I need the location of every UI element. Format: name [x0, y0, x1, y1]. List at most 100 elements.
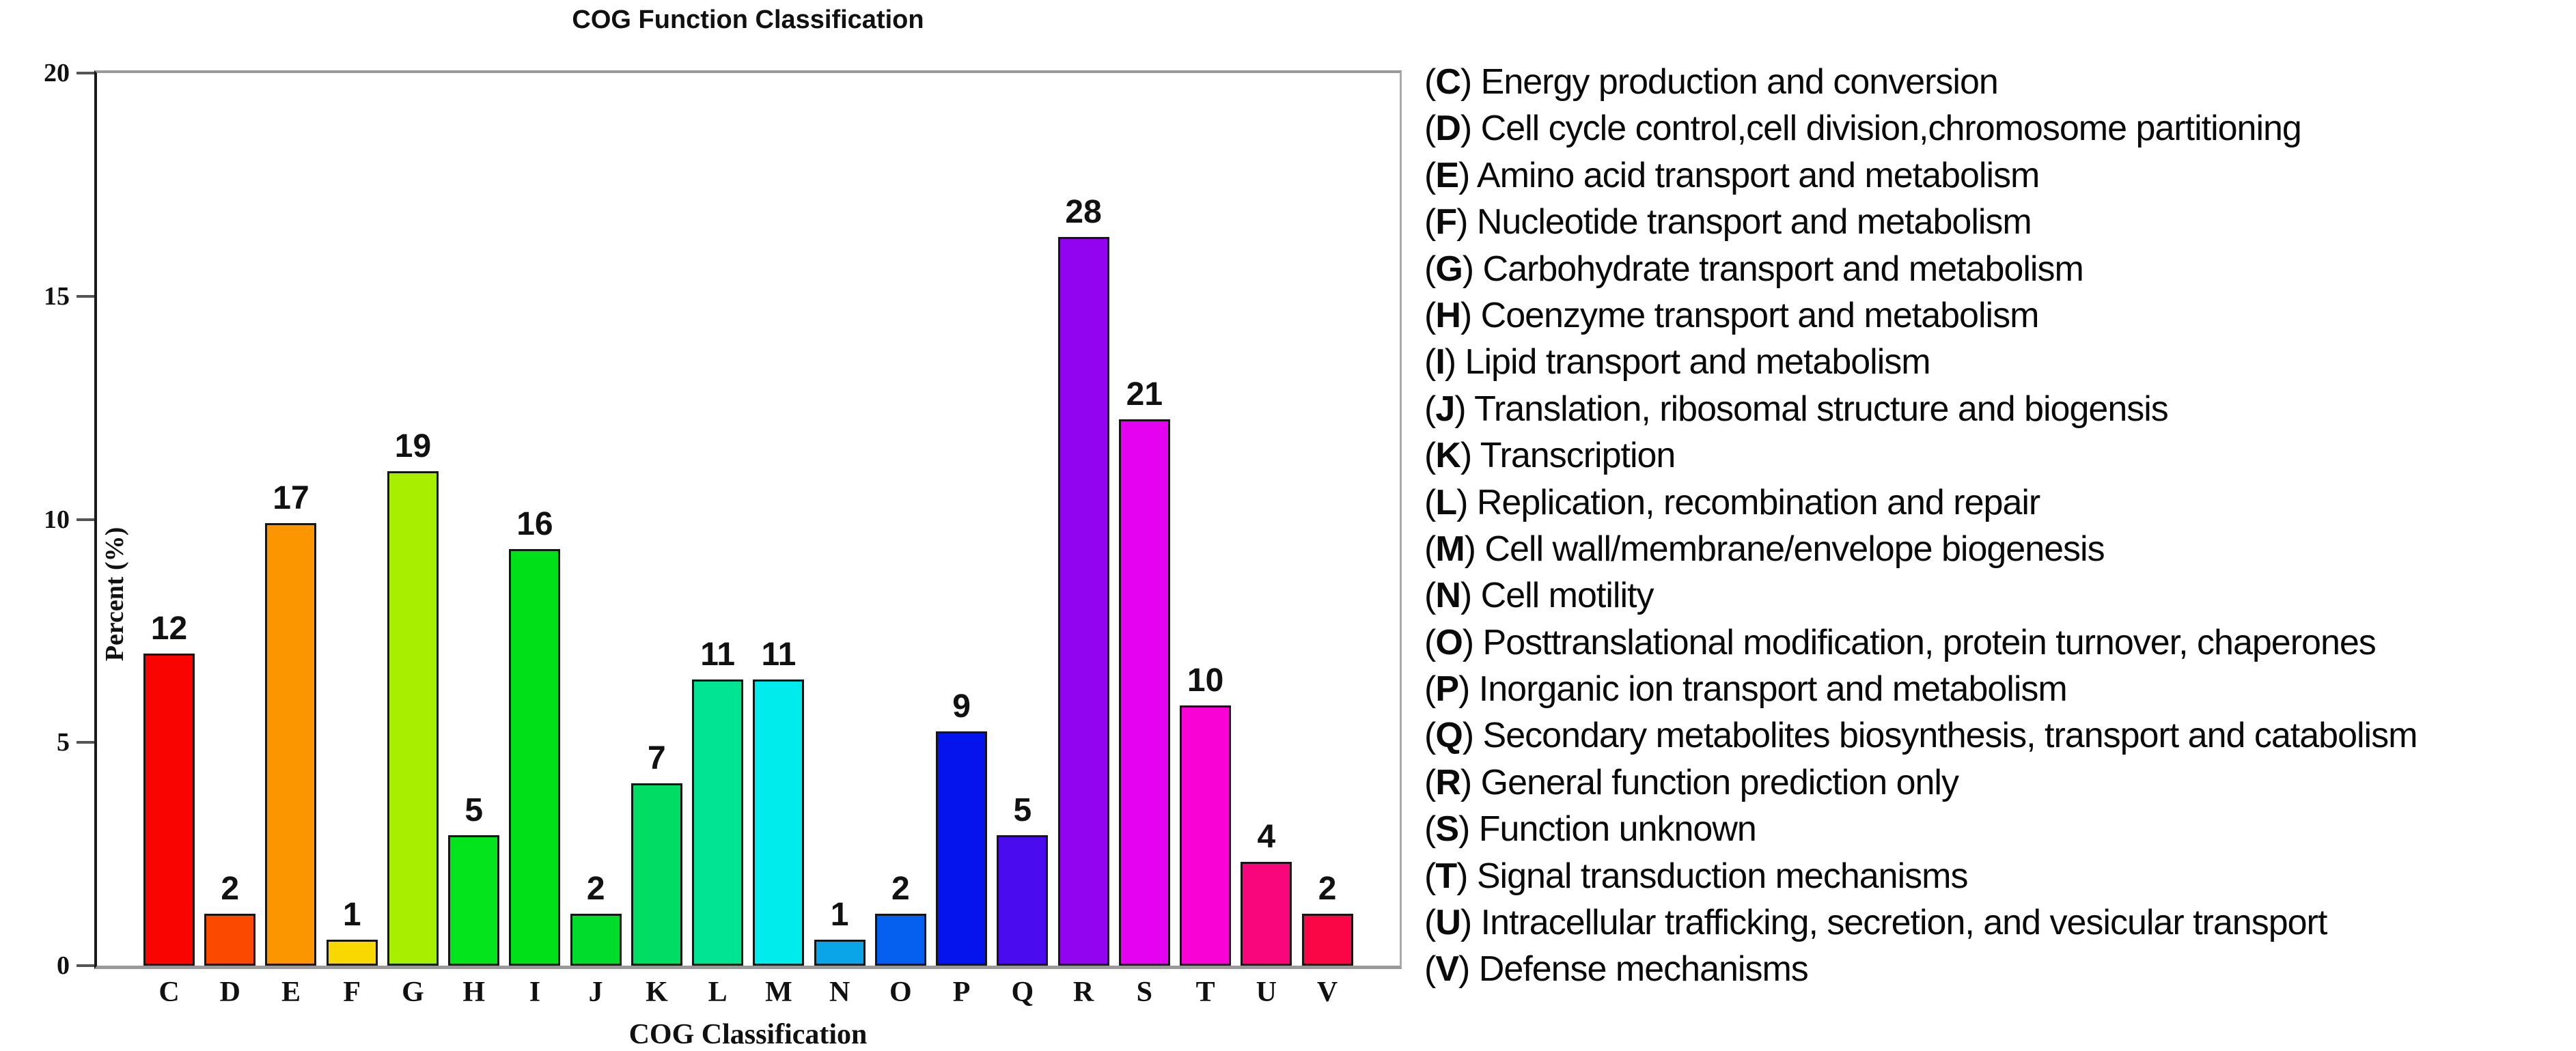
- legend-label-S: Function unknown: [1478, 809, 1757, 850]
- legend-label-C: Energy production and conversion: [1480, 62, 1999, 102]
- bar-I: [509, 549, 561, 966]
- bar-value-label-J: 2: [586, 870, 605, 907]
- legend-letter-V: V: [1435, 949, 1459, 990]
- legend-paren-open: (: [1424, 342, 1436, 382]
- legend-label-E: Amino acid transport and metabolism: [1476, 155, 2040, 195]
- legend-paren-open: (: [1424, 389, 1436, 429]
- bar-value-label-C: 12: [150, 610, 188, 647]
- bar-value-label-V: 2: [1318, 870, 1337, 907]
- legend-label-M: Cell wall/membrane/envelope biogenesis: [1484, 529, 2105, 569]
- legend-paren-open: (: [1424, 622, 1436, 662]
- bar-E: [265, 523, 317, 966]
- bar-T: [1180, 705, 1232, 966]
- legend-label-Q: Secondary metabolites biosynthesis, tran…: [1482, 716, 2418, 756]
- legend-item-E: (E) Amino acid transport and metabolism: [1424, 152, 2576, 199]
- y-axis-title: Percent (%): [100, 527, 129, 662]
- bar-value-label-F: 1: [342, 897, 361, 934]
- x-tick-label-T: T: [1195, 977, 1215, 1008]
- legend-paren-open: (: [1424, 529, 1436, 569]
- bar-group-T: 10 T: [1180, 73, 1232, 1007]
- x-tick-label-P: P: [952, 977, 971, 1008]
- legend-letter-L: L: [1435, 482, 1457, 522]
- bar-L: [692, 679, 744, 966]
- legend-paren-open: (: [1424, 62, 1436, 102]
- x-tick-label-I: I: [529, 977, 541, 1008]
- legend-label-P: Inorganic ion transport and metabolism: [1478, 669, 2068, 710]
- legend-label-L: Replication, recombination and repair: [1476, 482, 2040, 522]
- plot-area: Percent (%) 0 5 10 15 20 12 C 2 D 17 E 1 F 19 G 5 H 16 I 2…: [44, 59, 1402, 1007]
- bar-group-L: 11 L: [692, 73, 744, 1007]
- bar-value-label-L: 11: [700, 636, 736, 673]
- legend-paren-open: (: [1424, 436, 1436, 476]
- legend-letter-J: J: [1435, 389, 1455, 429]
- legend-letter-M: M: [1435, 529, 1465, 569]
- y-tick-mark-10: [77, 518, 94, 521]
- y-tick-label-10: 10: [44, 505, 70, 534]
- legend-letter-S: S: [1435, 809, 1459, 850]
- legend-letter-H: H: [1435, 295, 1461, 335]
- legend-paren-close: ): [1460, 762, 1481, 802]
- bar-group-E: 17 E: [265, 73, 317, 1007]
- legend-letter-D: D: [1435, 109, 1461, 149]
- legend-paren-close: ): [1460, 62, 1481, 102]
- legend-item-N: (N) Cell motility: [1424, 572, 2576, 619]
- x-tick-label-E: E: [281, 977, 301, 1008]
- legend-paren-open: (: [1424, 903, 1436, 943]
- legend-label-G: Carbohydrate transport and metabolism: [1482, 249, 2084, 289]
- legend-letter-G: G: [1435, 249, 1463, 289]
- legend-letter-N: N: [1435, 576, 1461, 616]
- legend-paren-close: ): [1462, 249, 1483, 289]
- legend-paren-open: (: [1424, 482, 1436, 522]
- legend-label-N: Cell motility: [1480, 576, 1654, 616]
- legend-paren-close: ): [1460, 576, 1481, 616]
- legend-letter-I: I: [1435, 342, 1445, 382]
- x-tick-label-O: O: [889, 977, 912, 1008]
- x-tick-label-J: J: [588, 977, 603, 1008]
- bar-value-label-M: 11: [761, 636, 797, 673]
- legend-label-K: Transcription: [1480, 436, 1676, 476]
- legend-letter-E: E: [1435, 155, 1459, 195]
- legend-item-P: (P) Inorganic ion transport and metaboli…: [1424, 666, 2576, 712]
- legend-paren-open: (: [1424, 576, 1436, 616]
- bar-group-I: 16 I: [509, 73, 561, 1007]
- y-tick-mark-5: [77, 741, 94, 744]
- bar-value-label-S: 21: [1126, 376, 1163, 413]
- bar-value-label-I: 16: [516, 506, 553, 543]
- legend-label-F: Nucleotide transport and metabolism: [1476, 202, 2032, 242]
- legend-paren-close: ): [1462, 716, 1483, 756]
- bar-group-G: 19 G: [387, 73, 439, 1007]
- legend-item-T: (T) Signal transduction mechanisms: [1424, 853, 2576, 899]
- legend-paren-open: (: [1424, 716, 1436, 756]
- legend-letter-C: C: [1435, 62, 1461, 102]
- bar-O: [874, 913, 926, 966]
- legend-letter-F: F: [1435, 202, 1457, 242]
- legend-paren-close: ): [1460, 109, 1481, 149]
- x-tick-label-R: R: [1072, 977, 1094, 1008]
- legend-paren-close: ): [1458, 155, 1477, 195]
- x-tick-label-V: V: [1316, 977, 1338, 1008]
- legend-paren-close: ): [1458, 949, 1479, 990]
- y-tick-label-0: 0: [57, 951, 70, 980]
- bar-U: [1241, 861, 1292, 966]
- bar-group-M: 11 M: [753, 73, 805, 1007]
- chart-title: COG Function Classification: [572, 5, 924, 34]
- legend-letter-T: T: [1435, 856, 1457, 896]
- legend-paren-close: ): [1460, 295, 1481, 335]
- bar-Q: [997, 835, 1049, 966]
- x-tick-label-U: U: [1256, 977, 1277, 1008]
- bar-S: [1118, 419, 1170, 966]
- legend-label-H: Coenzyme transport and metabolism: [1480, 295, 2040, 335]
- bar-value-label-Q: 5: [1013, 792, 1032, 829]
- legend-paren-open: (: [1424, 669, 1436, 710]
- legend-letter-Q: Q: [1435, 716, 1463, 756]
- legend-item-H: (H) Coenzyme transport and metabolism: [1424, 292, 2576, 339]
- legend-paren-open: (: [1424, 809, 1436, 850]
- bar-group-S: 21 S: [1118, 73, 1170, 1007]
- bar-value-label-H: 5: [465, 792, 484, 829]
- legend-item-V: (V) Defense mechanisms: [1424, 946, 2576, 992]
- bar-V: [1301, 913, 1353, 966]
